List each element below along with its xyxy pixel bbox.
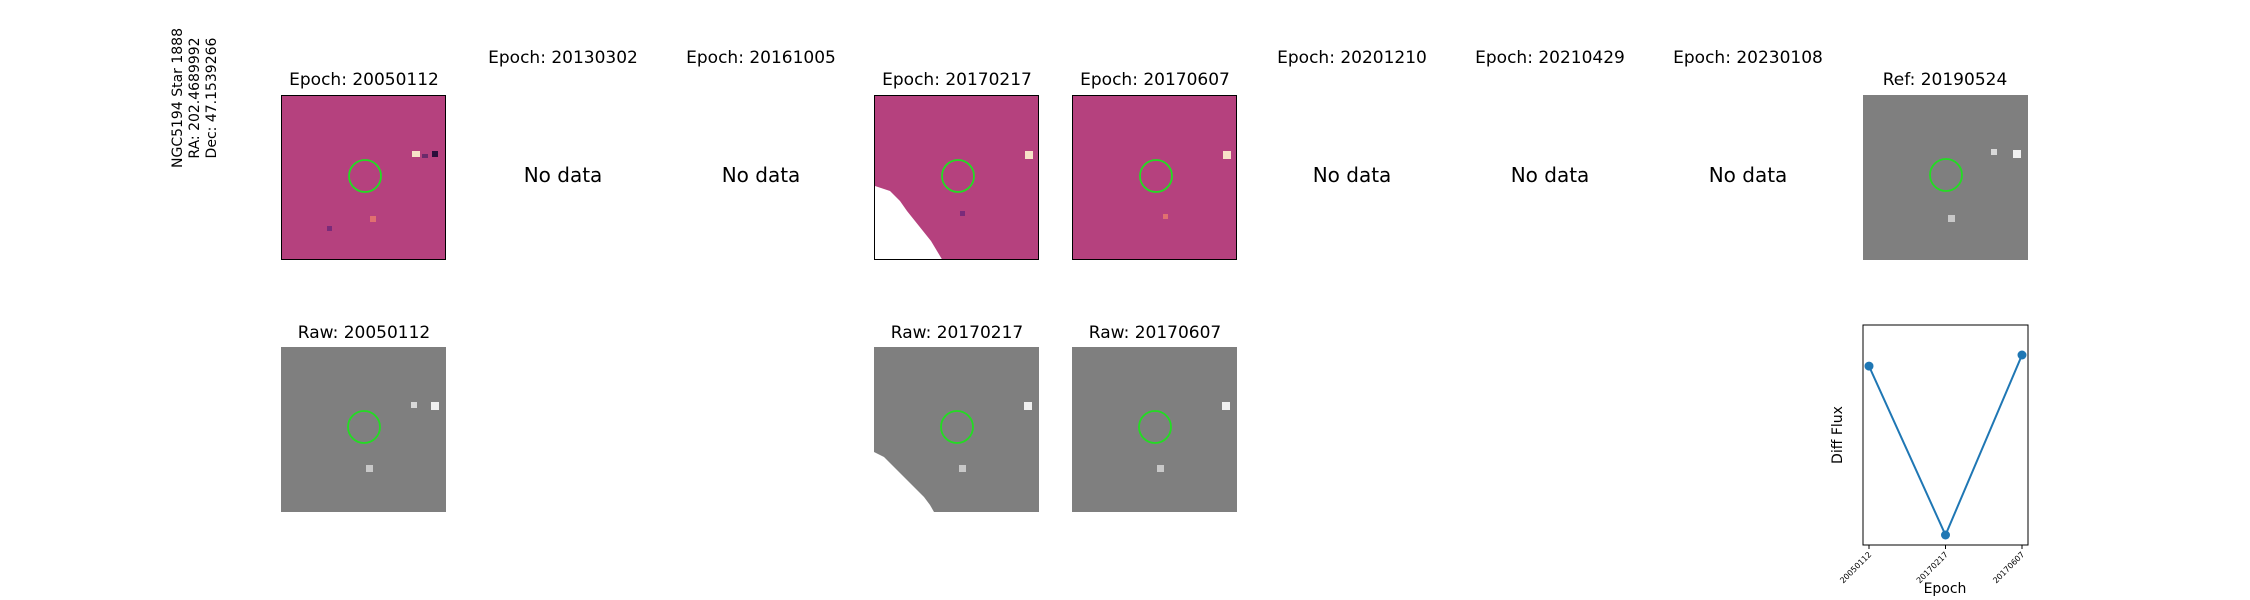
plot-frame xyxy=(1862,324,2029,546)
nodata-label-8: No data xyxy=(1708,163,1788,187)
raw-image-art xyxy=(1138,402,1230,472)
raw-image-20050112 xyxy=(281,347,446,512)
target-ra: RA: 202.4689992 xyxy=(187,37,203,159)
raw-image-art xyxy=(874,402,1032,512)
series-line xyxy=(1868,354,2023,538)
raw-title-20050112: Raw: 20050112 xyxy=(297,323,431,343)
data-point xyxy=(1864,361,1874,371)
panel-title-epoch-5: Epoch: 20170607 xyxy=(1080,70,1230,90)
x-axis-label: Epoch xyxy=(1924,581,1967,597)
nodata-label-3: No data xyxy=(721,163,801,187)
diff-flux-chart: 20050112 20170217 20170607 Diff Flux Epoch xyxy=(1830,324,2029,597)
target-circle xyxy=(941,159,975,193)
nodata-label-7: No data xyxy=(1510,163,1590,187)
target-dec: Dec: 47.1539266 xyxy=(204,37,220,159)
target-circle xyxy=(348,159,382,193)
x-tick-label: 20170217 xyxy=(1915,550,1950,585)
diff-image-20170607 xyxy=(1072,95,1237,260)
target-name: NGC5194 Star 1888 xyxy=(170,28,186,168)
panel-title-epoch-6: Epoch: 20201210 xyxy=(1277,48,1427,68)
diff-image-art xyxy=(327,151,438,231)
target-circle xyxy=(347,410,381,444)
y-axis-label: Diff Flux xyxy=(1830,406,1846,464)
raw-image-art xyxy=(347,402,439,472)
nodata-label-6: No data xyxy=(1312,163,1392,187)
diff-image-20170217 xyxy=(874,95,1039,260)
panel-title-epoch-7: Epoch: 20210429 xyxy=(1475,48,1625,68)
raw-title-20170217: Raw: 20170217 xyxy=(890,323,1024,343)
ref-image-20190524 xyxy=(1863,95,2028,260)
data-point xyxy=(1941,530,1950,540)
panel-title-epoch-8: Epoch: 20230108 xyxy=(1673,48,1823,68)
diff-image-art xyxy=(875,151,1033,259)
target-label: NGC5194 Star 1888 RA: 202.4689992 Dec: 4… xyxy=(170,18,221,178)
panel-title-ref: Ref: 20190524 xyxy=(1882,70,2008,90)
diff-image-art xyxy=(1139,151,1231,219)
raw-title-20170607: Raw: 20170607 xyxy=(1088,323,1222,343)
raw-image-20170607 xyxy=(1072,347,1237,512)
nodata-label-2: No data xyxy=(523,163,603,187)
panel-title-epoch-1: Epoch: 20050112 xyxy=(289,70,439,90)
panel-title-epoch-3: Epoch: 20161005 xyxy=(686,48,836,68)
x-tick-label: 20050112 xyxy=(1838,550,1873,585)
panel-title-epoch-2: Epoch: 20130302 xyxy=(488,48,638,68)
target-circle xyxy=(1929,158,1963,192)
x-tick-label: 20170607 xyxy=(1991,550,2026,585)
data-point xyxy=(2017,350,2027,360)
ref-image-art xyxy=(1929,149,2021,222)
target-circle xyxy=(940,410,974,444)
panel-title-epoch-4: Epoch: 20170217 xyxy=(882,70,1032,90)
target-circle xyxy=(1139,159,1173,193)
raw-image-20170217 xyxy=(874,347,1039,512)
target-circle xyxy=(1138,410,1172,444)
diff-image-20050112 xyxy=(281,95,446,260)
